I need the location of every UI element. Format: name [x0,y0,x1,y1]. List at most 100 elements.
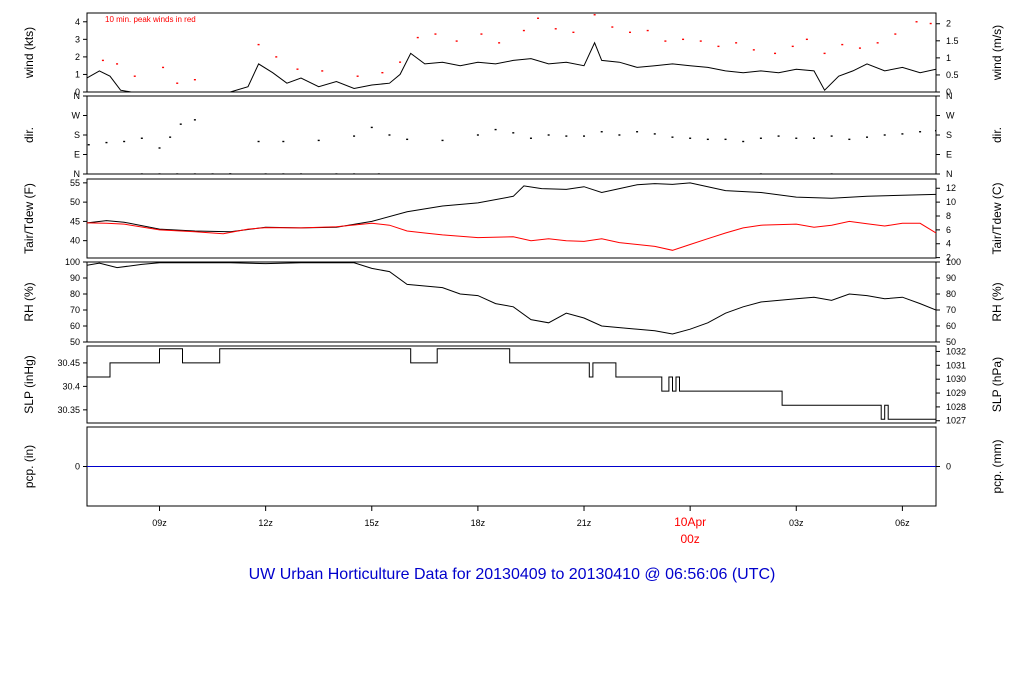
y-left-tick-label: S [74,130,80,140]
data-point [296,68,299,70]
data-point [434,33,437,35]
data-point [929,22,932,25]
data-point [866,136,869,138]
data-point [335,173,338,174]
data-point [682,38,685,41]
data-point [752,49,755,51]
y-left-tick-label: 80 [70,289,80,299]
y-right-axis-label: pcp. (mm) [990,439,1004,493]
data-point [176,173,179,174]
panel-frame [86,345,937,424]
data-point [717,45,720,48]
x-tick-label: 18z [471,518,486,528]
data-point [830,135,833,137]
panel-frame [86,95,937,175]
x-tick-label: 12z [258,518,273,528]
data-point [554,28,557,30]
data-point [742,140,745,143]
y-right-tick-label: 2 [946,253,951,263]
y-left-tick-label: 0 [75,462,80,472]
data-point [915,21,918,23]
y-right-tick-label: W [946,111,955,121]
x-tick-label: 03z [789,518,804,528]
y-left-tick-label: N [74,169,81,179]
data-point [176,82,179,84]
y-left-tick-label: 40 [70,236,80,246]
data-point [353,135,356,137]
y-left-tick-label: 70 [70,305,80,315]
panel-rh: 50 60 70 80 90 100 50 60 70 80 90 100 RH (%) RH (%) [22,257,1004,347]
y-left-axis-label: SLP (inHg) [22,355,36,413]
data-point [759,137,762,139]
x-tick-label: 21z [577,518,592,528]
y-left-tick-label: W [72,111,81,121]
y-right-axis-label: RH (%) [990,282,1004,321]
y-right-tick-label: 0 [946,87,951,97]
y-right-tick-label: 1027 [946,416,966,426]
y-left-tick-label: 50 [70,337,80,347]
data-point [356,75,359,77]
panel-frame [86,178,937,259]
data-point [498,42,501,44]
series-line-slp-0 [87,348,936,420]
data-point [105,141,108,144]
series-line-wind-0 [87,41,936,92]
data-point [583,135,586,137]
data-point [565,135,568,137]
data-point [416,36,419,39]
figure-title: UW Urban Horticulture Data for 20130409 … [248,566,776,583]
y-right-axis-label: wind (m/s) [990,25,1004,81]
data-point [381,71,384,74]
y-right-tick-label: 0 [946,462,951,472]
y-right-axis-label: SLP (hPa) [990,357,1004,412]
y-right-tick-label: 6 [946,225,951,235]
data-point [123,140,126,143]
data-point [858,47,861,49]
data-point [399,61,402,63]
y-left-tick-label: 4 [75,17,80,27]
data-point [876,42,879,44]
panel-slp: 30.35 30.4 30.45 1027 1028 1029 1030 1031 1032 SL… [22,345,1004,426]
data-point [116,63,119,65]
series-line-temp-1 [87,220,936,251]
data-point [169,136,172,138]
data-point [636,131,639,133]
y-left-tick-label: 100 [65,257,80,267]
y-left-tick-label: E [74,150,80,160]
data-point [321,70,324,72]
data-point [618,134,621,136]
y-right-tick-label: 4 [946,239,951,249]
data-point [494,128,497,131]
data-point [529,137,532,139]
data-point [158,147,161,149]
y-right-tick-label: 10 [946,197,956,207]
panel-wind: 0 1 2 3 4 0 0.5 1 1.5 2 wind (kts) wind (m/s) [22,12,1004,97]
x-tick-label: 09z [152,518,167,528]
data-point [671,136,674,138]
data-point [441,139,444,142]
x-tick-label: 15z [365,518,380,528]
data-point [823,52,826,55]
y-right-tick-label: 50 [946,337,956,347]
y-right-tick-label: 1028 [946,402,966,412]
y-right-tick-label: 12 [946,183,956,193]
y-right-tick-label: 2 [946,19,951,29]
data-point [101,59,104,62]
data-point [919,131,922,133]
y-left-tick-label: 45 [70,216,80,226]
data-point [600,131,603,133]
data-point [522,29,525,32]
y-right-tick-label: 1031 [946,360,966,370]
y-right-tick-label: 80 [946,289,956,299]
data-point [848,138,851,141]
data-point [841,43,844,46]
data-point [689,137,692,139]
x-tick-label: 00z [680,532,699,546]
data-point [140,137,143,139]
data-point [735,42,738,44]
data-point [791,45,794,48]
data-point [537,17,540,19]
data-point [830,173,833,174]
data-point [547,134,550,136]
